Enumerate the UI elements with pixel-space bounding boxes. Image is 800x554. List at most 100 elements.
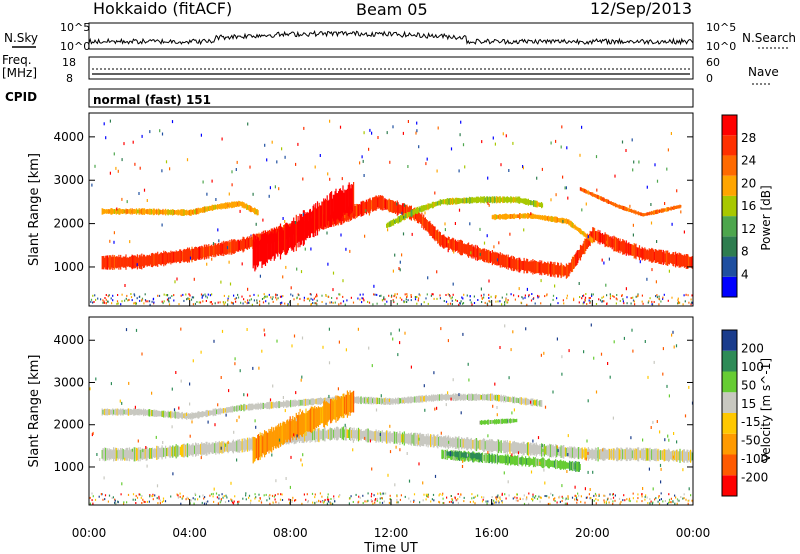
band-0-cell	[226, 442, 228, 452]
band-5-cell	[309, 209, 311, 238]
speckle-cell	[264, 295, 266, 298]
band-1-cell	[490, 393, 493, 401]
band-0-cell	[372, 431, 374, 441]
speckle-cell	[338, 495, 340, 498]
band-0-cell	[385, 431, 387, 443]
band-0-cell	[614, 236, 616, 252]
band-2-cell	[535, 200, 537, 208]
band-1-cell	[193, 208, 195, 215]
band-0-cell	[355, 430, 357, 439]
speckle-cell	[371, 492, 373, 495]
speckle-cell	[209, 494, 211, 497]
band-2-cell	[346, 394, 348, 415]
band-2-cell	[272, 431, 274, 447]
band-0-cell	[405, 205, 407, 218]
band-0-cell	[526, 443, 528, 455]
band-1-cell	[358, 397, 360, 403]
noise-cell	[543, 468, 545, 472]
band-4-cell	[454, 451, 456, 457]
band-5-cell	[325, 199, 327, 225]
speckle-cell	[498, 496, 500, 499]
band-0-cell	[365, 429, 367, 442]
band-0-cell	[196, 444, 198, 455]
band-4-cell	[652, 210, 655, 215]
band-5-cell	[313, 204, 315, 238]
band-2-cell	[514, 197, 516, 202]
speckle-cell	[370, 499, 372, 502]
band-1-cell	[281, 402, 283, 407]
band-0-cell	[238, 439, 240, 453]
noise-cell	[290, 286, 292, 290]
band-4-cell	[644, 213, 647, 216]
band-2-cell	[431, 201, 433, 209]
noise-cell	[345, 348, 347, 352]
band-1-cell	[121, 408, 123, 416]
band-0-cell	[549, 443, 551, 458]
speckle-cell	[180, 502, 182, 505]
band-1-cell	[271, 402, 273, 409]
band-0-cell	[641, 449, 643, 460]
band-1-cell	[132, 409, 134, 415]
band-3-cell	[569, 461, 572, 471]
band-0-cell	[491, 250, 493, 266]
band-3-cell	[511, 214, 514, 219]
band-0-cell	[654, 448, 656, 461]
band-1-cell	[298, 399, 301, 407]
band-0-cell	[101, 449, 103, 459]
band-1-cell	[156, 410, 158, 417]
speckle-cell	[141, 495, 143, 497]
band-0-cell	[355, 206, 357, 217]
band-2-cell	[422, 205, 424, 212]
station-title: Hokkaido (fitACF)	[93, 0, 232, 18]
speckle-cell	[614, 494, 616, 497]
band-4-cell	[615, 202, 617, 208]
noise-cell	[161, 169, 163, 173]
band-1-cell	[512, 396, 514, 404]
band-0-cell	[359, 430, 361, 440]
band-2-cell	[341, 396, 343, 417]
y-tick-label: 4000	[53, 130, 84, 144]
band-1-cell	[166, 209, 168, 215]
speckle-cell	[484, 301, 486, 304]
band-0-cell	[490, 253, 493, 262]
speckle-cell	[501, 493, 503, 496]
speckle-cell	[266, 499, 268, 502]
band-1-cell	[503, 394, 505, 403]
speckle-cell	[396, 498, 398, 501]
band-4-cell	[478, 453, 480, 460]
band-2-cell	[328, 403, 330, 421]
band-0-cell	[236, 440, 238, 452]
band-0-cell	[527, 442, 529, 456]
speckle-cell	[399, 498, 401, 501]
band-4-cell	[599, 196, 601, 200]
band-0-cell	[415, 210, 417, 220]
band-1-cell	[221, 204, 223, 209]
band-5-cell	[290, 224, 292, 249]
band-0-cell	[531, 261, 533, 272]
speckle-cell	[233, 500, 235, 503]
band-0-cell	[656, 250, 658, 263]
band-0-cell	[331, 428, 333, 440]
band-4-cell	[600, 196, 602, 201]
band-0-cell	[517, 442, 519, 454]
band-0-cell	[483, 248, 485, 262]
band-2-cell	[349, 390, 351, 416]
band-4-cell	[630, 208, 632, 213]
band-0-cell	[173, 251, 175, 263]
band-1-cell	[146, 409, 148, 416]
band-2-cell	[271, 426, 273, 453]
speckle-cell	[359, 496, 361, 499]
band-1-cell	[453, 393, 455, 401]
noise-cell	[540, 279, 542, 283]
band-0-cell	[373, 431, 375, 441]
noise-cell	[583, 350, 585, 354]
band-2-cell	[291, 418, 293, 439]
noise-cell	[562, 175, 564, 179]
speckle-cell	[579, 296, 581, 298]
band-2-cell	[541, 202, 543, 209]
band-0-cell	[379, 431, 382, 442]
band-3-cell	[535, 214, 537, 219]
band-0-cell	[414, 432, 416, 446]
noise-cell	[500, 163, 502, 167]
noise-cell	[123, 142, 125, 146]
